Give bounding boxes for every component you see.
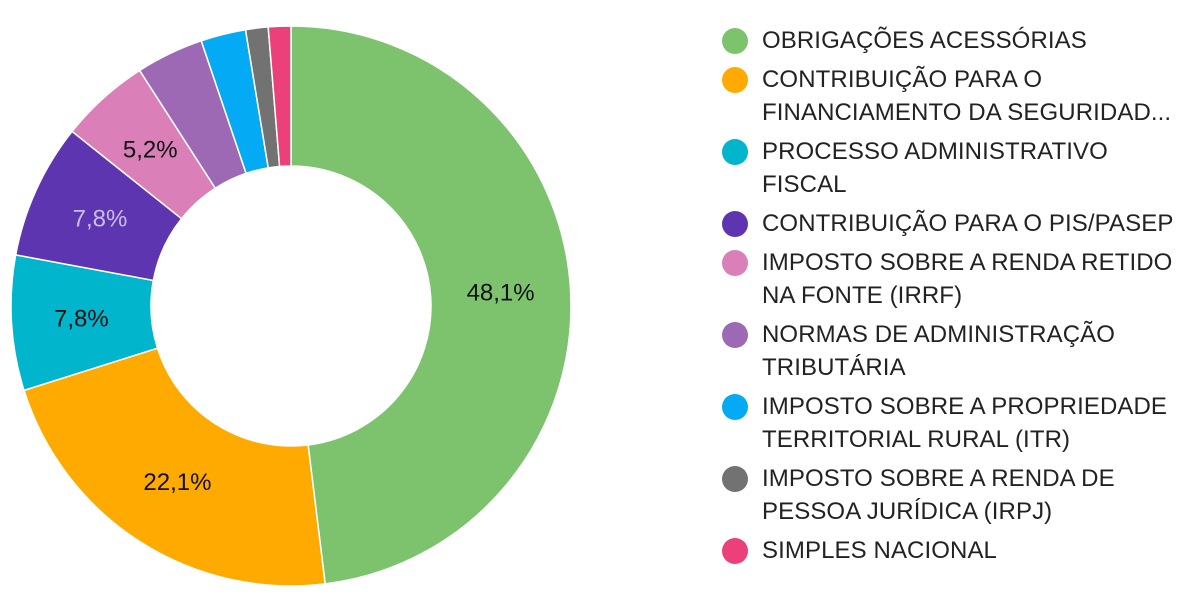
legend-item[interactable]: CONTRIBUIÇÃO PARA O PIS/PASEP bbox=[722, 207, 1192, 240]
legend-label-line: IMPOSTO SOBRE A RENDA DE bbox=[762, 465, 1115, 492]
legend-label: PROCESSO ADMINISTRATIVO FISCAL bbox=[762, 135, 1108, 201]
legend-item[interactable]: IMPOSTO SOBRE A RENDA RETIDO NA FONTE (IR… bbox=[722, 246, 1192, 312]
legend-label-line: PESSOA JURÍDICA (IRPJ) bbox=[762, 498, 1053, 525]
legend-label-line: NA FONTE (IRRF) bbox=[762, 282, 963, 309]
legend-label-line: FISCAL bbox=[762, 171, 847, 198]
legend-label: CONTRIBUIÇÃO PARA O PIS/PASEP bbox=[762, 207, 1173, 240]
donut-slice-2[interactable] bbox=[23, 347, 327, 587]
legend-label-line: FINANCIAMENTO DA SEGURIDAD... bbox=[762, 99, 1172, 126]
legend-label-line: IMPOSTO SOBRE A PROPRIEDADE bbox=[762, 393, 1168, 420]
legend-swatch bbox=[722, 139, 748, 165]
legend-label: NORMAS DE ADMINISTRAÇÃO TRIBUTÁRIA bbox=[762, 318, 1115, 384]
legend-label: IMPOSTO SOBRE A RENDA DE PESSOA JURÍDICA … bbox=[762, 462, 1115, 528]
legend-label-line: TERRITORIAL RURAL (ITR) bbox=[762, 426, 1071, 453]
legend-item[interactable]: IMPOSTO SOBRE A RENDA DE PESSOA JURÍDICA … bbox=[722, 462, 1192, 528]
legend-label: SIMPLES NACIONAL bbox=[762, 534, 997, 567]
chart-legend: OBRIGAÇÕES ACESSÓRIAS CONTRIBUIÇÃO PARA O… bbox=[722, 24, 1192, 573]
legend-label: IMPOSTO SOBRE A RENDA RETIDO NA FONTE (IR… bbox=[762, 246, 1172, 312]
donut-slice-9[interactable] bbox=[267, 25, 292, 168]
legend-label-line: TRIBUTÁRIA bbox=[762, 354, 906, 381]
legend-item[interactable]: IMPOSTO SOBRE A PROPRIEDADE TERRITORIAL R… bbox=[722, 390, 1192, 456]
legend-label-line: CONTRIBUIÇÃO PARA O PIS/PASEP bbox=[762, 210, 1174, 237]
legend-swatch bbox=[722, 538, 748, 564]
slice-value-label: 7,8% bbox=[54, 305, 109, 332]
donut-chart: 48,1% 22,1% 7,8% 7,8% 5,2% bbox=[10, 25, 572, 587]
slice-value-label: 48,1% bbox=[467, 280, 535, 307]
legend-item[interactable]: SIMPLES NACIONAL bbox=[722, 534, 1192, 567]
legend-swatch bbox=[722, 211, 748, 237]
legend-swatch bbox=[722, 250, 748, 276]
legend-label: CONTRIBUIÇÃO PARA O FINANCIAMENTO DA SEGU… bbox=[762, 63, 1171, 129]
legend-swatch bbox=[722, 466, 748, 492]
legend-label-line: OBRIGAÇÕES ACESSÓRIAS bbox=[762, 27, 1087, 54]
legend-label: IMPOSTO SOBRE A PROPRIEDADE TERRITORIAL R… bbox=[762, 390, 1167, 456]
legend-label: OBRIGAÇÕES ACESSÓRIAS bbox=[762, 24, 1087, 57]
slice-value-label: 22,1% bbox=[143, 469, 211, 496]
legend-item[interactable]: NORMAS DE ADMINISTRAÇÃO TRIBUTÁRIA bbox=[722, 318, 1192, 384]
donut-slice-1[interactable] bbox=[290, 25, 572, 585]
legend-label-line: IMPOSTO SOBRE A RENDA RETIDO bbox=[762, 249, 1173, 276]
legend-item[interactable]: PROCESSO ADMINISTRATIVO FISCAL bbox=[722, 135, 1192, 201]
legend-swatch bbox=[722, 322, 748, 348]
legend-swatch bbox=[722, 394, 748, 420]
slice-value-label: 7,8% bbox=[73, 205, 128, 232]
legend-swatch bbox=[722, 67, 748, 93]
legend-label-line: NORMAS DE ADMINISTRAÇÃO bbox=[762, 321, 1116, 348]
legend-label-line: PROCESSO ADMINISTRATIVO bbox=[762, 138, 1108, 165]
legend-item[interactable]: OBRIGAÇÕES ACESSÓRIAS bbox=[722, 24, 1192, 57]
slice-value-label: 5,2% bbox=[123, 137, 178, 164]
legend-label-line: CONTRIBUIÇÃO PARA O bbox=[762, 66, 1043, 93]
legend-item[interactable]: CONTRIBUIÇÃO PARA O FINANCIAMENTO DA SEGU… bbox=[722, 63, 1192, 129]
legend-label-line: SIMPLES NACIONAL bbox=[762, 537, 998, 564]
legend-swatch bbox=[722, 28, 748, 54]
